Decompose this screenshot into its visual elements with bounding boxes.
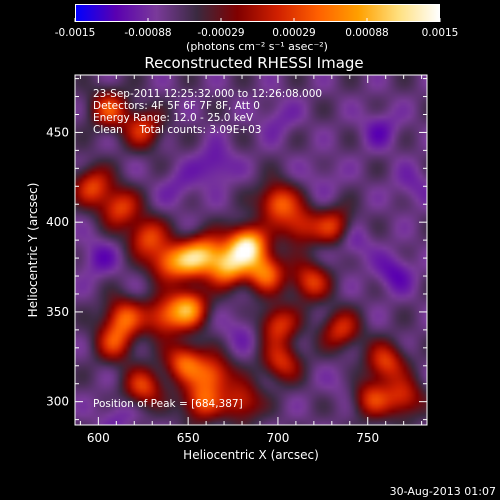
- x-tick-label: 650: [177, 431, 200, 445]
- annotation-line: Clean Total counts: 3.09E+03: [93, 124, 262, 136]
- y-tick-label: 350: [46, 305, 69, 319]
- peak-position-label: Position of Peak = [684,387]: [93, 398, 243, 410]
- heatmap-image: [75, 75, 427, 425]
- y-tick-label: 450: [46, 125, 69, 139]
- plot-frame: [74, 74, 428, 426]
- colorbar: [75, 4, 440, 22]
- x-tick-label: 700: [266, 431, 289, 445]
- colorbar-units-label: (photons cm⁻² s⁻¹ asec⁻²): [186, 40, 328, 53]
- x-axis-label: Heliocentric X (arcsec): [183, 448, 319, 462]
- y-tick-label: 400: [46, 215, 69, 229]
- colorbar-tick-label: 0.0015: [422, 27, 459, 39]
- axes: 600 650 700 750 300 350 400 450: [46, 75, 427, 445]
- colorbar-tick-label: -0.00029: [197, 27, 244, 39]
- footer-timestamp: 30-Aug-2013 01:07: [389, 485, 496, 498]
- chart-title: Reconstructed RHESSI Image: [144, 54, 363, 72]
- x-tick-label: 600: [87, 431, 110, 445]
- annotation-line: Detectors: 4F 5F 6F 7F 8F, Att 0: [93, 100, 260, 112]
- x-tick-label: 750: [356, 431, 379, 445]
- colorbar-ticks: -0.0015 -0.00088 -0.00029 0.00029 0.00088 0.0…: [55, 18, 459, 39]
- colorbar-tick-label: -0.0015: [55, 27, 96, 39]
- annotation-line: 23-Sep-2011 12:25:32.000 to 12:26:08.000: [93, 88, 322, 100]
- y-axis-label: Heliocentric Y (arcsec): [26, 183, 40, 318]
- y-tick-label: 300: [46, 395, 69, 409]
- annotations: 23-Sep-2011 12:25:32.000 to 12:26:08.000…: [93, 88, 322, 136]
- colorbar-tick-label: -0.00088: [124, 27, 171, 39]
- colorbar-tick-label: 0.00029: [272, 27, 315, 39]
- colorbar-tick-label: 0.00088: [345, 27, 388, 39]
- colorbar-gradient: [75, 4, 440, 22]
- annotation-line: Energy Range: 12.0 - 25.0 keV: [93, 112, 254, 124]
